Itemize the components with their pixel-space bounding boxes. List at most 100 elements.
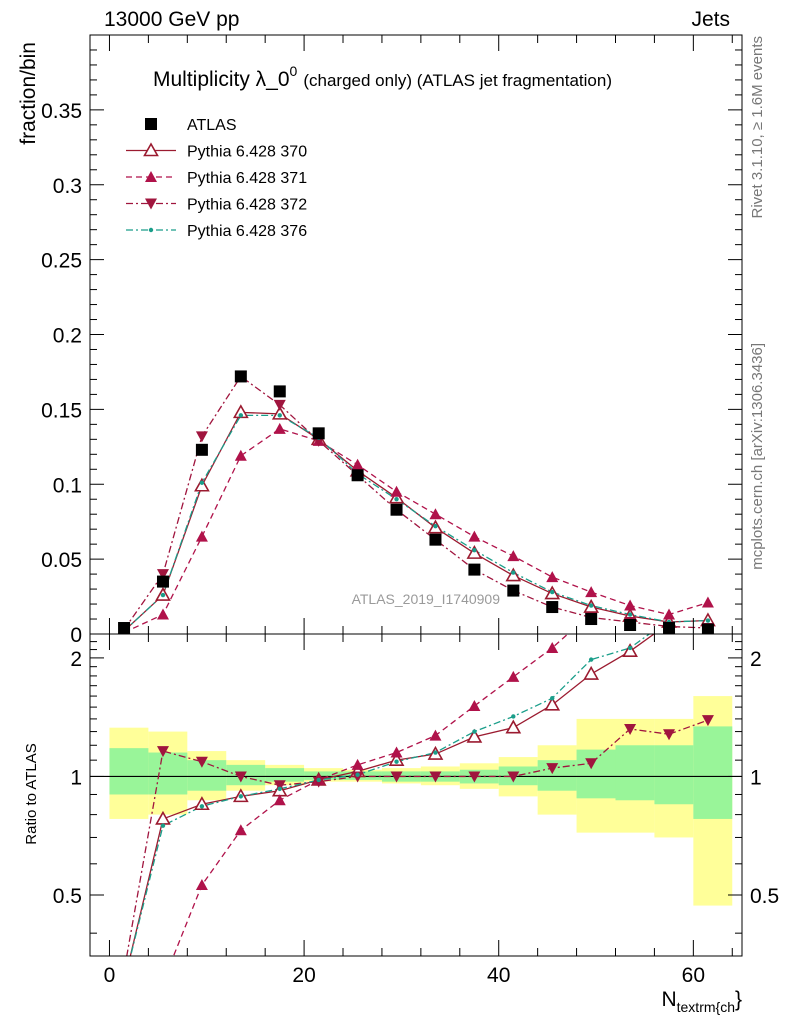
ratio-point-s0-13 [622, 643, 638, 657]
main-point-s3-1 [156, 569, 169, 581]
ratio-point-s2-11 [546, 763, 559, 775]
main-point-s2-1 [156, 608, 169, 620]
ratio-point-s0-11 [544, 696, 561, 711]
legend-marker-0 [145, 118, 157, 130]
main-point-s1-4 [271, 405, 288, 420]
ratio-point-s3-5 [316, 777, 321, 783]
main-ytick-label-3: 0.15 [41, 399, 82, 422]
legend-label-3: Pythia 6.428 372 [187, 197, 307, 214]
main-line-series-4 [123, 414, 708, 632]
chart-title-sup: 0 [290, 63, 298, 79]
main-point-s2-9 [468, 530, 481, 542]
main-point-s0-0 [118, 622, 131, 634]
ratio-point-s0-12 [583, 665, 600, 680]
main-point-s2-10 [507, 550, 520, 562]
ratio-ytick-label-left-1: 1 [70, 766, 82, 789]
ratio-point-s3-8 [433, 750, 438, 755]
ratio-ytick-label-left-0: 0.5 [53, 885, 82, 908]
main-point-s2-3 [234, 449, 247, 461]
green-band-5 [304, 771, 344, 780]
green-band-1 [148, 752, 188, 795]
header-right: Jets [691, 8, 730, 31]
ratio-point-s3-12 [588, 657, 594, 662]
ratio-xtick-label-3: 60 [682, 964, 705, 987]
ratio-point-s3-4 [277, 786, 282, 792]
chart-title-suffix: (charged only) (ATLAS jet fragmentation) [303, 71, 612, 90]
ratio-point-s2-13 [624, 723, 637, 735]
main-line-series-2 [123, 428, 709, 634]
main-point-s0-12 [585, 613, 598, 626]
ratio-point-s3-13 [627, 645, 633, 651]
main-point-s0-7 [390, 503, 403, 516]
main-point-s4-1 [160, 592, 166, 598]
main-point-s1-7 [388, 489, 405, 504]
green-band-15 [693, 726, 733, 819]
main-point-s4-2 [199, 480, 205, 485]
ratio-point-s2-6 [351, 771, 364, 783]
main-point-s1-2 [194, 477, 210, 492]
ratio-point-s3-6 [355, 772, 360, 777]
ratio-lines [126, 634, 709, 956]
main-point-s2-14 [663, 608, 676, 620]
main-point-s0-8 [429, 533, 442, 546]
main-point-s4-8 [433, 523, 438, 529]
ratio-point-s3-3 [238, 794, 244, 799]
ratio-point-s2-1 [156, 746, 169, 758]
ratio-point-s3-2 [199, 804, 205, 809]
legend-marker-4 [148, 227, 154, 233]
series-lines [123, 375, 709, 956]
ratio-point-s2-12 [585, 758, 598, 770]
main-point-s0-15 [701, 623, 714, 634]
main-point-s1-10 [505, 567, 522, 582]
ratio-markers [118, 566, 714, 988]
main-point-s0-6 [351, 469, 364, 482]
main-point-s0-9 [468, 563, 481, 576]
ratio-point-s2-8 [429, 771, 442, 783]
ratio-point-s0-9 [466, 728, 483, 743]
ratio-point-s2-3 [234, 771, 247, 783]
chart-title: Multiplicity λ_00 (charged only) (ATLAS j… [153, 63, 612, 91]
ratio-xtick-label-0: 0 [104, 964, 116, 987]
x-axis-label: Ntextrm{ch} [661, 988, 742, 1015]
main-point-s4-13 [627, 612, 633, 617]
x-axis-label-sub: textrm{ch [677, 999, 735, 1015]
green-band-3 [226, 764, 266, 786]
ratio-point-s1-14 [663, 572, 675, 583]
ratio-point-s2-14 [663, 729, 676, 741]
main-ylabel: fraction/bin [17, 42, 40, 145]
green-band-4 [265, 768, 305, 782]
green-band-12 [576, 749, 616, 799]
x-axis-label-main: N [661, 988, 676, 1011]
ratio-point-s1-4 [273, 794, 286, 806]
green-band-14 [654, 745, 694, 805]
main-point-s2-2 [195, 530, 208, 542]
series-markers [117, 370, 716, 988]
legend-marker-1 [143, 142, 159, 157]
ratio-point-s2-2 [195, 756, 208, 768]
ratio-point-s3-0 [122, 980, 126, 984]
main-point-s2-15 [701, 596, 714, 608]
main-point-s2-7 [390, 485, 403, 497]
ratio-point-s1-15 [702, 566, 714, 577]
main-ytick-label-7: 0.35 [41, 100, 82, 123]
main-point-s0-13 [624, 619, 637, 632]
mcplots-label: mcplots.cern.ch [arXiv:1306.3436] [749, 343, 766, 570]
ratio-xtick-label-2: 40 [487, 964, 510, 987]
main-point-s2-4 [273, 422, 286, 434]
ratio-point-s0-0 [118, 976, 131, 988]
ratio-xtick-label-1: 20 [292, 964, 315, 987]
ratio-ylabel: Ratio to ATLAS [23, 743, 40, 844]
main-point-s3-4 [273, 399, 286, 411]
chart-title-main: Multiplicity λ_0 [153, 68, 290, 91]
main-point-s4-4 [277, 413, 282, 418]
main-point-s0-10 [507, 584, 520, 597]
ratio-ytick-label-right-2: 2 [750, 648, 762, 671]
ratio-point-s0-7 [388, 752, 405, 766]
ratio-point-s0-2 [194, 796, 210, 811]
ratio-point-s3-9 [472, 729, 477, 734]
ratio-line-series-3 [129, 634, 651, 956]
main-point-s4-10 [511, 570, 516, 575]
main-ytick-label-4: 0.2 [53, 325, 82, 348]
ratio-line-series-2 [126, 719, 709, 956]
